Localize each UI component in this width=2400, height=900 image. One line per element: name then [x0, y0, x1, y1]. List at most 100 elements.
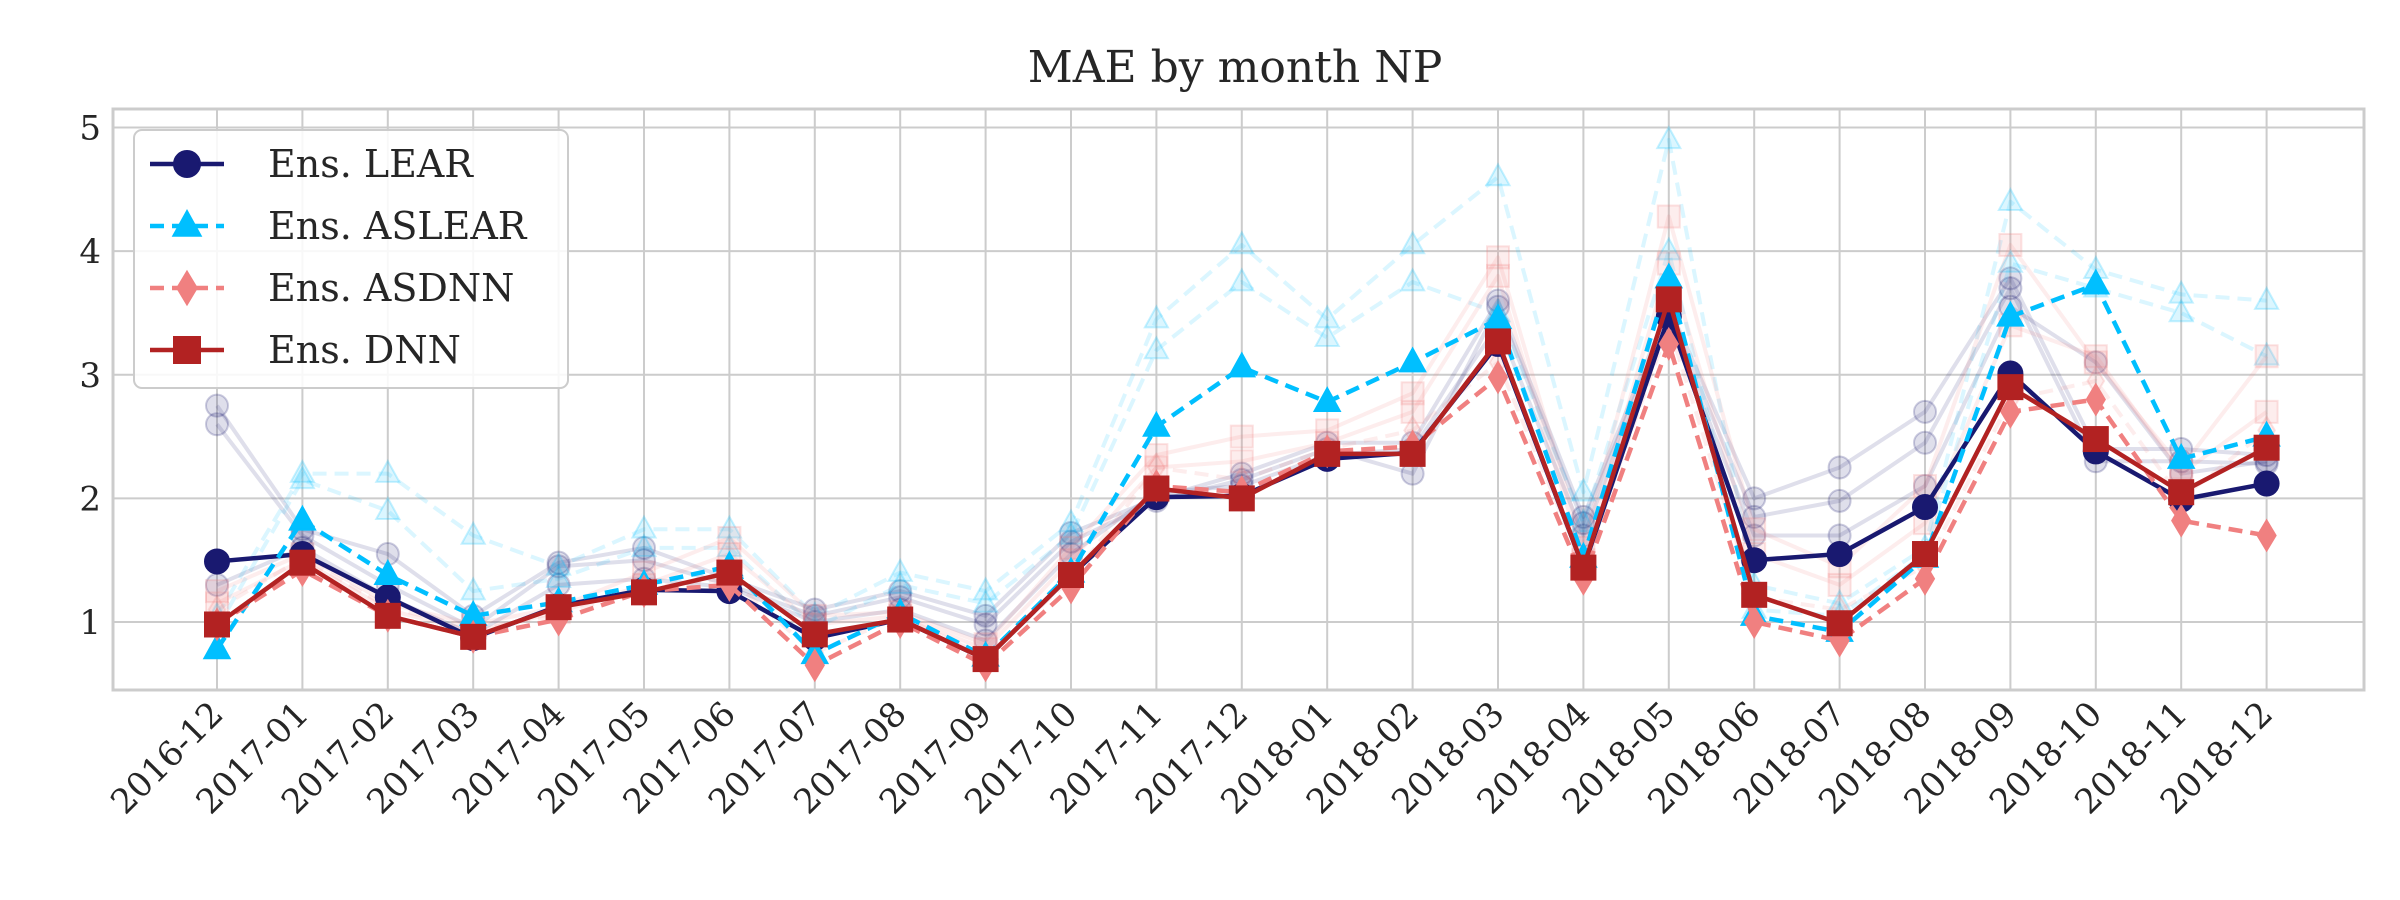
faded-series-0-point: [632, 535, 656, 560]
series-2-point: [2085, 382, 2106, 417]
faded-series-1-point: [1913, 430, 1937, 455]
faded-series-1-point: [1742, 504, 1767, 529]
series-3-point: [1058, 562, 1084, 589]
faded-series-3-point: [630, 514, 658, 539]
faded-series-4-point: [1997, 248, 2024, 273]
legend-label: Ens. ASLEAR: [268, 204, 528, 248]
legend: Ens. LEAR Ens. ASLEAR Ens. ASDNN Ens. DNN: [133, 129, 569, 389]
legend-label: Ens. ASDNN: [268, 266, 514, 310]
y-tick-label: 2: [79, 479, 101, 519]
legend-label: Ens. DNN: [268, 328, 461, 372]
series-3-point: [972, 646, 999, 673]
series-3-point: [374, 602, 401, 629]
faded-series-4-point: [630, 533, 658, 558]
faded-series-5-point: [1486, 245, 1510, 270]
faded-series-4-point: [1313, 322, 1341, 347]
y-tick-label: 4: [79, 232, 101, 272]
faded-series-4-point: [1655, 236, 1683, 261]
faded-series-3-point: [886, 557, 914, 582]
faded-series-5-point: [717, 525, 742, 550]
faded-series-1-point: [546, 554, 571, 579]
faded-series-5-point: [2083, 350, 2108, 375]
series-3-point: [801, 621, 828, 648]
series-3-point: [1143, 475, 1170, 502]
series-3-point: [2168, 479, 2195, 506]
faded-series-0-point: [1742, 486, 1767, 511]
faded-series-4-point: [2253, 341, 2280, 366]
faded-series-3-point: [1057, 508, 1085, 533]
faded-series-5-point: [1144, 443, 1169, 468]
series-3-point: [1399, 440, 1426, 467]
faded-series-3-point: [972, 576, 999, 601]
series-1-point: [2081, 268, 2111, 295]
faded-series-0-point: [1059, 521, 1083, 546]
faded-series-1-point: [1059, 529, 1083, 554]
series-3-point: [887, 606, 914, 633]
legend-marker: [176, 269, 198, 307]
faded-series-4-point: [972, 588, 999, 613]
y-tick-label: 1: [79, 603, 101, 643]
faded-series-3-point: [716, 514, 743, 539]
faded-series-4-point: [886, 570, 914, 595]
series-2-point: [1658, 326, 1679, 361]
faded-series-6-point: [1229, 449, 1254, 474]
faded-series-4-point: [459, 576, 487, 601]
series-3-point: [1912, 541, 1938, 568]
faded-series-5-point: [1656, 204, 1681, 229]
faded-series-6-point: [1486, 263, 1510, 288]
series-1-point: [1483, 303, 1513, 330]
faded-series-3-point: [374, 458, 402, 483]
faded-series-3-point: [545, 551, 572, 576]
series-3-group: [204, 286, 2280, 673]
faded-series-3-point: [1228, 230, 1256, 255]
series-3-point: [2253, 434, 2280, 461]
faded-series-4-point: [374, 496, 402, 521]
faded-series-3-point: [1313, 304, 1341, 329]
faded-series-5-point: [1998, 232, 2023, 257]
series-3-point: [716, 559, 743, 586]
series-3-point: [1228, 485, 1255, 512]
series-1-point: [202, 633, 232, 660]
legend-box: [133, 129, 569, 389]
faded-series-4-point: [1057, 520, 1085, 545]
faded-series-4-point: [1399, 267, 1426, 292]
faded-series-5-point: [205, 579, 229, 604]
series-1-point: [373, 559, 403, 586]
series-1-point: [2166, 442, 2196, 469]
series-3-point: [545, 594, 572, 621]
faded-series-3-point: [1570, 477, 1597, 502]
series-3-point: [460, 623, 487, 650]
faded-series-0-line: [215, 276, 2267, 618]
series-0-point: [204, 548, 230, 575]
faded-series-2-point: [2083, 350, 2108, 375]
y-tick-label: 5: [79, 109, 101, 149]
faded-series-3-point: [1997, 186, 2024, 211]
faded-series-5-point: [1400, 381, 1425, 406]
series-3-point: [1741, 581, 1768, 608]
plot-frame: [111, 107, 2366, 692]
faded-series-3-point: [1655, 125, 1683, 150]
series-1-point: [1398, 346, 1427, 373]
series-3-point: [204, 611, 230, 638]
series-2-point: [1914, 561, 1936, 596]
faded-series-3-point: [459, 520, 487, 545]
faded-series-3-point: [1484, 162, 1512, 187]
faded-series-6-point: [1400, 399, 1425, 424]
series-3-point: [1314, 440, 1341, 467]
series-1-point: [1142, 410, 1171, 437]
faded-series-4-point: [289, 465, 316, 490]
chart-title: MAE by month NP: [1028, 42, 1443, 93]
series-3-point: [1997, 374, 2024, 401]
faded-series-1-point: [205, 412, 229, 437]
series-1-point: [1996, 300, 2025, 327]
series-3-point: [1655, 286, 1682, 313]
legend-marker: [171, 208, 203, 237]
faded-series-0-point: [205, 393, 229, 418]
series-0-point: [2253, 470, 2280, 497]
faded-series-0-point: [1998, 266, 2023, 291]
faded-series-1-point: [1998, 276, 2023, 301]
series-2-point: [2256, 518, 2277, 553]
faded-series-3-point: [289, 458, 316, 483]
legend-marker: [173, 336, 201, 364]
faded-series-3-point: [2167, 279, 2195, 304]
